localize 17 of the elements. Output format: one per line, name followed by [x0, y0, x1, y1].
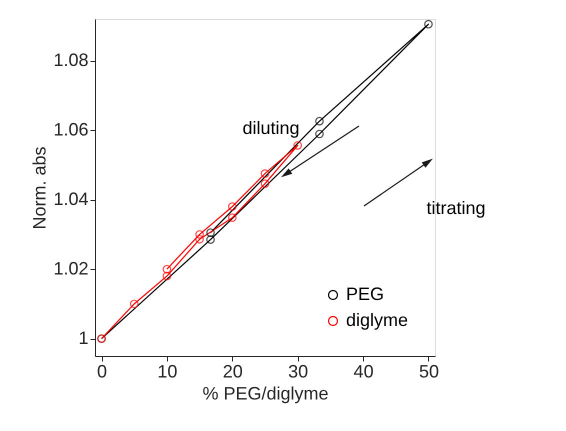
x-tick-label: 40	[354, 362, 374, 382]
x-tick-label: 30	[288, 362, 308, 382]
x-tick-label: 50	[418, 362, 439, 382]
x-axis-title: % PEG/diglyme	[202, 384, 329, 404]
annotation: titrating	[426, 198, 486, 218]
legend-label: PEG	[346, 284, 384, 304]
y-tick-label: 1	[78, 328, 88, 348]
x-tick-label: 10	[157, 362, 178, 382]
legend-label: diglyme	[346, 310, 408, 330]
y-tick-label: 1.04	[53, 189, 88, 210]
y-tick-label: 1.02	[53, 258, 88, 279]
x-tick-label: 0	[97, 362, 108, 382]
annotation: diluting	[242, 118, 300, 138]
y-tick-label: 1.08	[53, 50, 88, 70]
x-tick-label: 20	[222, 362, 243, 382]
y-axis-title: Norm. abs	[29, 146, 50, 230]
y-tick-label: 1.06	[53, 120, 88, 140]
